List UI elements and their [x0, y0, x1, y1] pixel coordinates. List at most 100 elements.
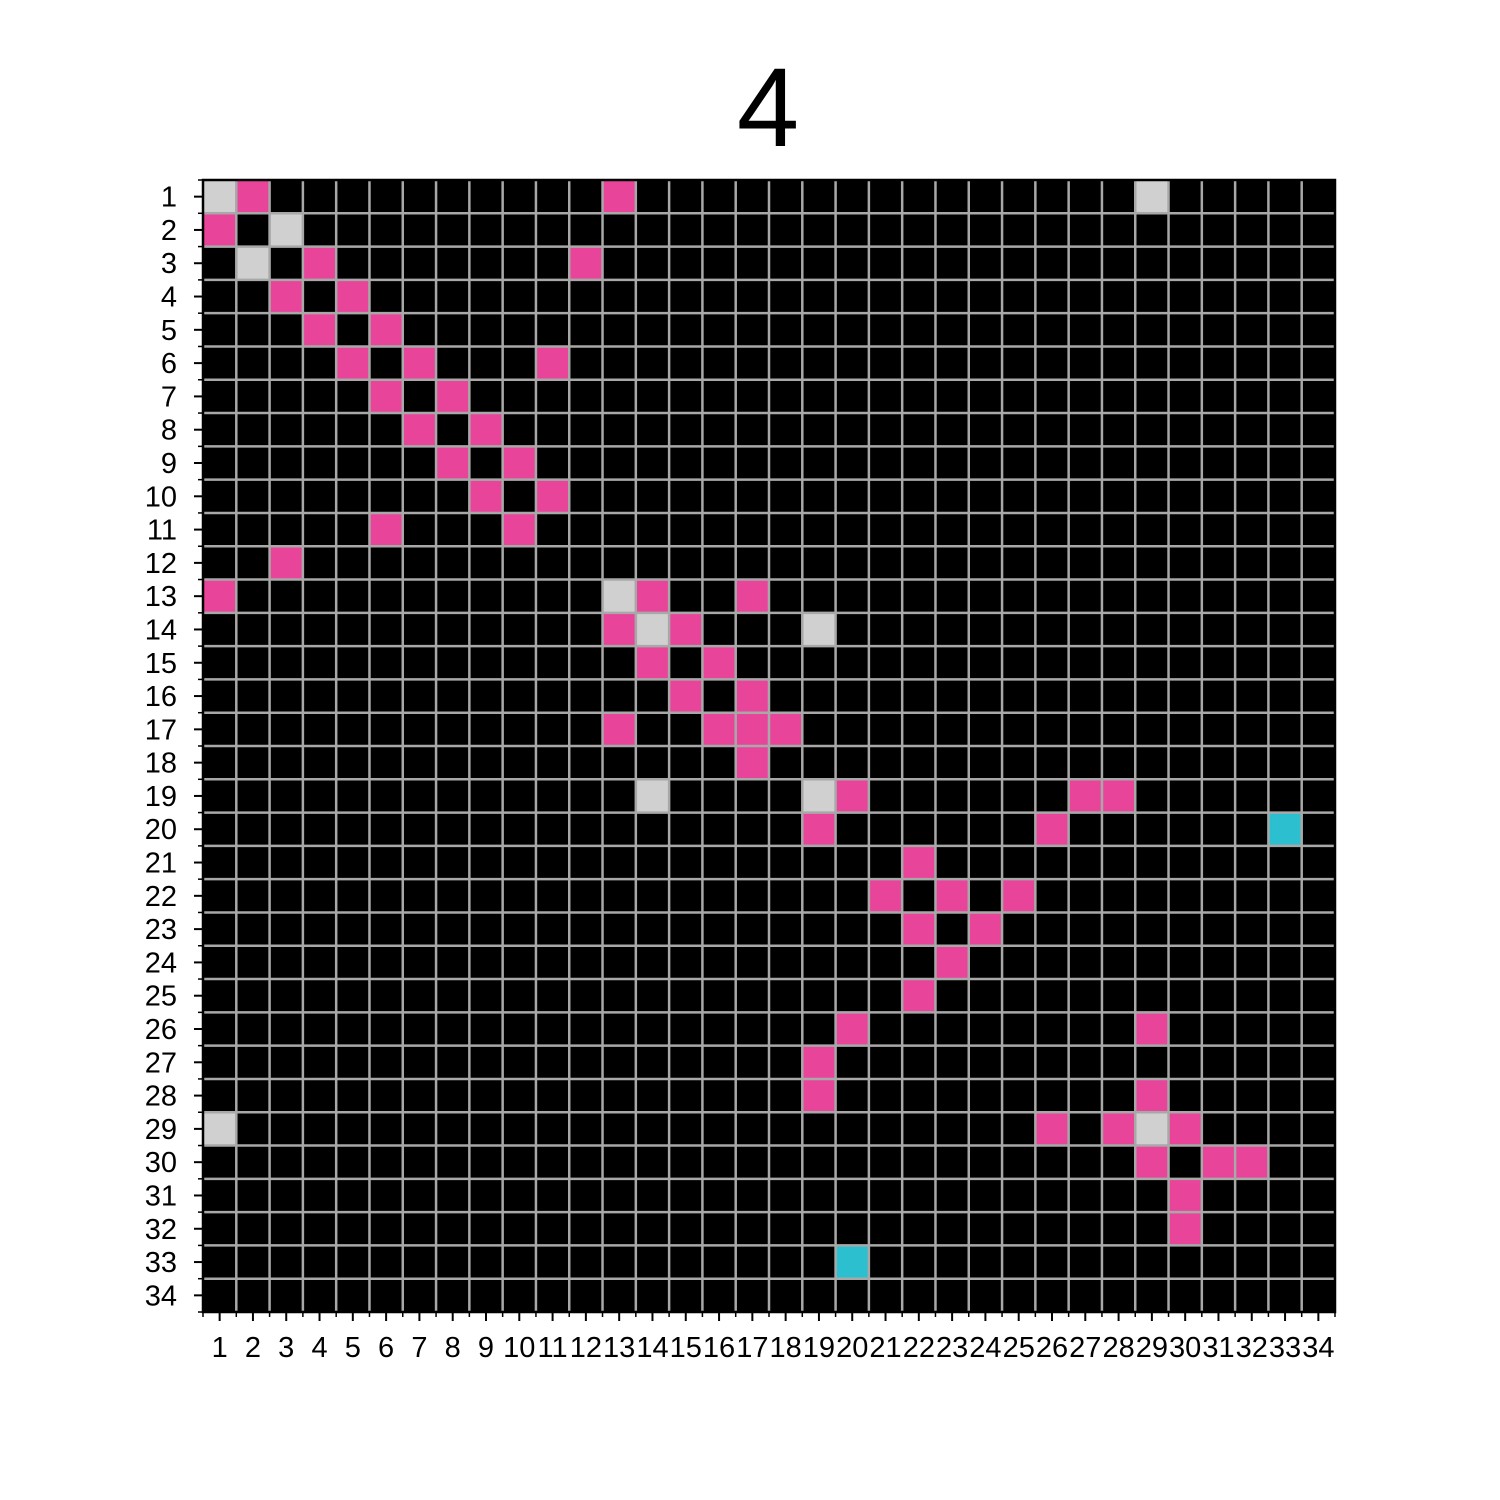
heatmap-cell: [203, 1112, 237, 1146]
heatmap-cell: [369, 512, 403, 547]
y-tick-label: 1: [161, 182, 177, 214]
y-tick-label: 23: [145, 914, 177, 946]
y-tick-label: 2: [161, 215, 177, 247]
heatmap-cell: [1135, 1012, 1169, 1046]
y-tick-label: 30: [145, 1147, 177, 1179]
x-tick-label: 8: [445, 1332, 461, 1364]
heatmap-cell: [1268, 812, 1302, 846]
y-tick-label: 3: [161, 248, 177, 280]
y-tick-label: 5: [161, 315, 177, 347]
y-tick-label: 12: [145, 548, 177, 580]
x-tick-label: 27: [1069, 1332, 1101, 1364]
heatmap-cell: [436, 446, 470, 480]
heatmap-cell: [635, 579, 670, 613]
heatmap-cell: [402, 413, 437, 447]
x-tick-label: 16: [703, 1332, 735, 1364]
x-tick-label: 23: [936, 1332, 968, 1364]
x-tick-label: 31: [1202, 1332, 1234, 1364]
heatmap-cell: [369, 313, 403, 347]
heatmap-cell: [1168, 1112, 1202, 1146]
x-tick-label: 34: [1302, 1332, 1334, 1364]
heatmap-cell: [1135, 1078, 1169, 1113]
heatmap-cell: [502, 512, 536, 547]
heatmap-cell: [469, 479, 503, 513]
y-tick-label: 4: [161, 282, 177, 314]
heatmap-cell: [635, 612, 670, 647]
heatmap-cell: [835, 779, 869, 813]
heatmap-cell: [402, 346, 437, 380]
y-tick-label: 24: [145, 947, 177, 979]
heatmap-cell: [669, 612, 703, 647]
heatmap-cell: [1101, 1112, 1136, 1146]
heatmap-cell: [336, 279, 370, 314]
x-tick-label: 9: [478, 1332, 494, 1364]
heatmap-cell: [602, 712, 636, 746]
y-tick-label: 11: [147, 515, 177, 547]
heatmap-cell: [769, 712, 803, 746]
chart-title: 4: [736, 45, 800, 170]
heatmap-cell: [1135, 180, 1169, 214]
heatmap-cell: [469, 413, 503, 447]
x-tick-label: 17: [736, 1332, 768, 1364]
heatmap-cell: [602, 579, 636, 613]
y-tick-label: 16: [145, 681, 177, 713]
x-tick-label: 3: [278, 1332, 294, 1364]
heatmap-cell: [669, 679, 703, 713]
heatmap-cell: [535, 479, 570, 513]
heatmap-cell: [1201, 1145, 1236, 1179]
heatmap-cell: [735, 579, 769, 613]
heatmap-cell: [236, 180, 270, 214]
heatmap-cell: [1135, 1112, 1169, 1146]
heatmap-cell: [436, 379, 470, 414]
heatmap-cell: [735, 712, 769, 746]
x-tick-label: 24: [969, 1332, 1001, 1364]
x-tick-label: 4: [311, 1332, 327, 1364]
x-tick-label: 15: [670, 1332, 702, 1364]
y-tick-label: 8: [161, 415, 177, 447]
x-tick-label: 30: [1169, 1332, 1201, 1364]
heatmap-cell: [569, 246, 603, 280]
heatmap-cell: [802, 612, 836, 647]
y-tick-label: 18: [145, 748, 177, 780]
x-tick-label: 18: [770, 1332, 802, 1364]
x-tick-label: 29: [1136, 1332, 1168, 1364]
y-tick-label: 10: [145, 481, 177, 513]
x-tick-label: 13: [603, 1332, 635, 1364]
heatmap-cell: [1235, 1145, 1269, 1179]
x-tick-label: 28: [1102, 1332, 1134, 1364]
heatmap-cell: [902, 979, 936, 1013]
heatmap-cell: [868, 879, 903, 913]
heatmap-cell: [802, 1045, 836, 1079]
heatmap-cell: [302, 313, 337, 347]
x-tick-label: 26: [1036, 1332, 1068, 1364]
heatmap-cell: [1135, 1145, 1169, 1179]
heatmap-cell: [935, 879, 969, 913]
y-tick-label: 25: [145, 981, 177, 1013]
heatmap-cell: [535, 346, 570, 380]
y-tick-label: 26: [145, 1014, 177, 1046]
x-tick-label: 10: [503, 1332, 535, 1364]
heatmap-cell: [1002, 879, 1036, 913]
heatmap-cell: [1101, 779, 1136, 813]
y-tick-label: 17: [145, 714, 177, 746]
y-tick-label: 32: [145, 1214, 177, 1246]
heatmap-cell: [269, 213, 303, 247]
heatmap-cell: [203, 579, 237, 613]
heatmap-cell: [702, 712, 736, 746]
y-tick-label: 31: [145, 1180, 177, 1212]
heatmap-cell: [236, 246, 270, 280]
heatmap-cell: [269, 546, 303, 580]
y-tick-label: 34: [145, 1280, 177, 1312]
x-tick-label: 11: [538, 1332, 568, 1364]
heatmap-cell: [702, 646, 736, 680]
heatmap-cell: [835, 1012, 869, 1046]
heatmap-cell: [203, 180, 237, 214]
heatmap-cell: [602, 612, 636, 647]
y-tick-label: 15: [145, 648, 177, 680]
heatmap-cell: [735, 679, 769, 713]
heatmap-cell: [802, 812, 836, 846]
heatmap-cell: [336, 346, 370, 380]
y-tick-label: 27: [145, 1047, 177, 1079]
y-tick-label: 33: [145, 1247, 177, 1279]
